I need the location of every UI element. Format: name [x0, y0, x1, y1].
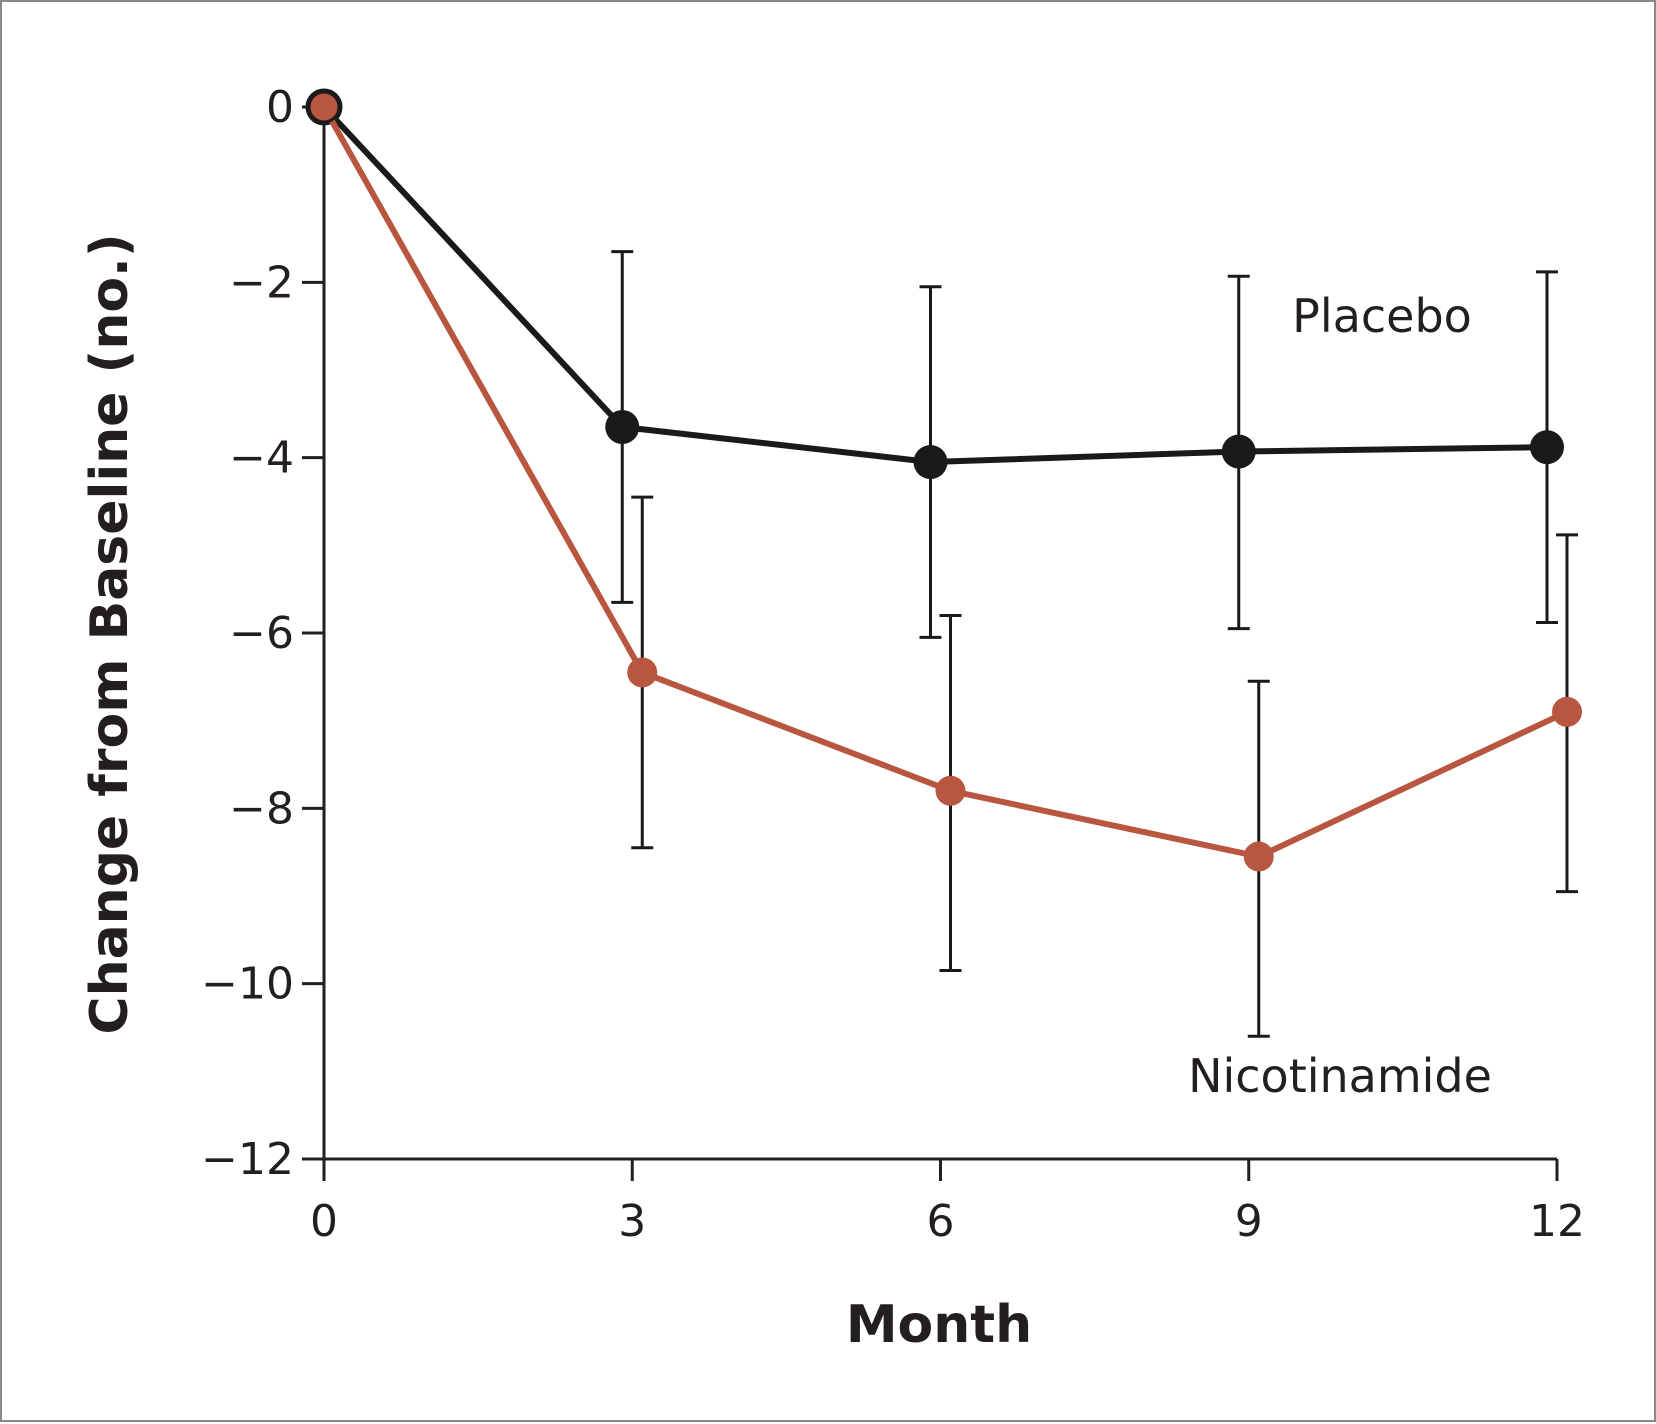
y-axis-title: Change from Baseline (no.) — [80, 233, 140, 1034]
data-point — [1552, 696, 1582, 727]
x-tick-label: 9 — [1235, 1196, 1263, 1247]
series-label-nicotinamide: Nicotinamide — [1188, 1049, 1492, 1103]
y-tick-label: −12 — [201, 1134, 294, 1185]
data-point — [1243, 841, 1274, 872]
y-tick-label: −2 — [229, 257, 294, 308]
data-point — [935, 775, 966, 806]
y-tick-label: 0 — [266, 82, 294, 133]
data-point — [913, 445, 948, 480]
series-label-placebo: Placebo — [1292, 289, 1472, 343]
y-tick-label: −4 — [229, 433, 294, 484]
series-line — [321, 105, 1569, 860]
x-axis-title: Month — [846, 1295, 1032, 1355]
series-layer — [305, 88, 1582, 1038]
series-line — [321, 104, 1548, 466]
y-tick-label: −6 — [229, 608, 294, 659]
data-point — [307, 90, 341, 124]
x-tick-label: 0 — [310, 1196, 338, 1247]
data-point — [1530, 430, 1564, 465]
y-tick-label: −8 — [229, 783, 294, 834]
x-tick-label: 6 — [927, 1196, 955, 1247]
data-point — [1221, 434, 1256, 469]
series-placebo — [305, 88, 1564, 639]
x-tick-label: 3 — [618, 1196, 646, 1247]
series-nicotinamide — [307, 90, 1582, 1038]
data-point — [605, 409, 640, 444]
y-tick-label: −10 — [201, 959, 294, 1010]
axes: 0 −2 −4 −6 −8 −10 −12 0 3 6 9 12 — [201, 82, 1585, 1247]
x-tick-label: 12 — [1529, 1196, 1585, 1247]
data-point — [627, 657, 658, 688]
